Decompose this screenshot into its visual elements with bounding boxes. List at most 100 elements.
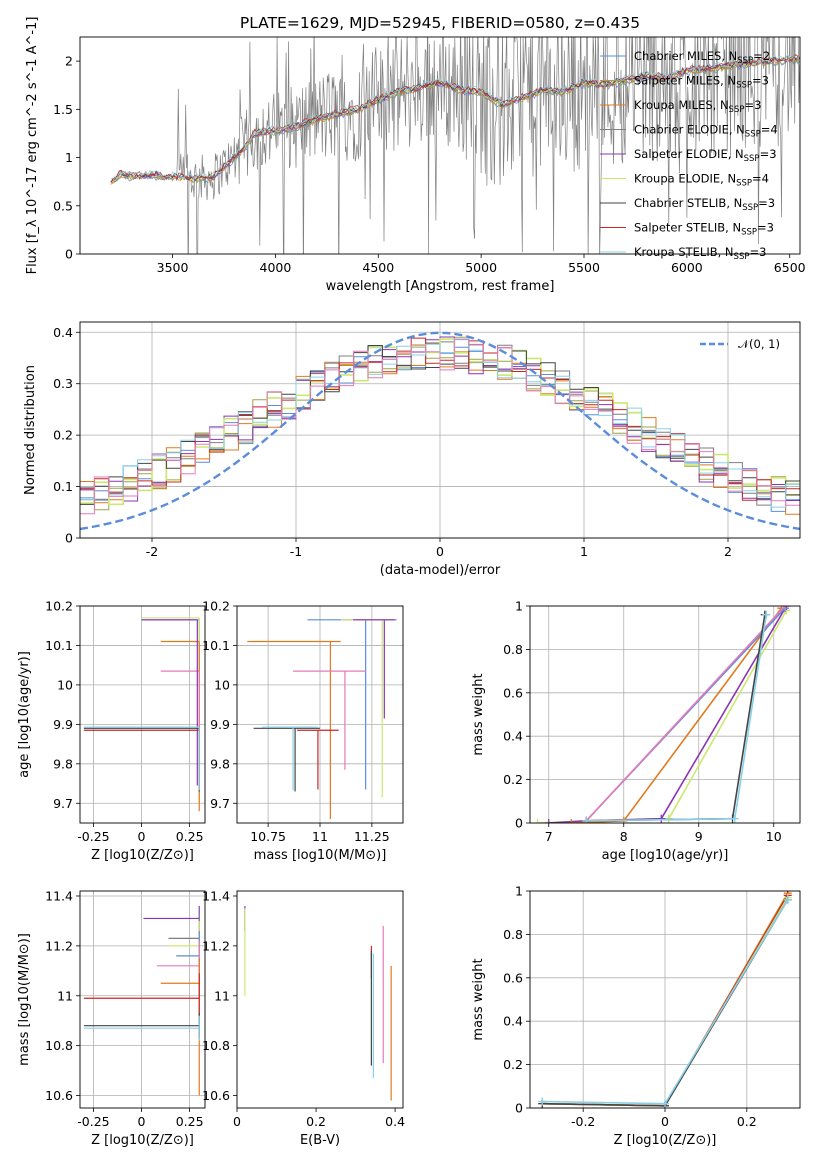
y-tick-label: 0.5 bbox=[53, 198, 73, 213]
legend-label: Chabrier MILES, NSSP=2 bbox=[634, 49, 770, 66]
legend-label-main: Chabrier STELIB, N bbox=[634, 196, 742, 210]
mass-weight-line bbox=[571, 607, 782, 823]
age-vs-metallicity-panel: -0.25 0 0.25 9.7 9.8 9.9 10 10.1 10.2 Z [log10(Z/… bbox=[17, 599, 206, 863]
x-axis-label: age [log10(age/yr)] bbox=[602, 848, 729, 863]
model-spectrum-line bbox=[110, 53, 800, 180]
y-tick-label: 0.8 bbox=[503, 642, 523, 657]
y-axis-label: mass weight bbox=[471, 673, 486, 755]
y-tick-label: 10.8 bbox=[202, 1038, 230, 1053]
x-tick-label: 3500 bbox=[157, 260, 189, 275]
y-tick-label: 0.3 bbox=[53, 376, 73, 391]
mass-vs-ebv-panel: 0 0.2 0.4 10.6 10.8 11 11.2 11.4 E(B-V) bbox=[202, 888, 405, 1148]
x-tick-label: 0.4 bbox=[385, 1114, 405, 1129]
y-tick-label: 9.7 bbox=[210, 796, 230, 811]
x-axis-label: E(B-V) bbox=[300, 1133, 340, 1148]
y-tick-label: 0.6 bbox=[503, 970, 523, 985]
y-tick-label: 9.9 bbox=[53, 717, 73, 732]
x-tick-label: -0.25 bbox=[77, 829, 109, 844]
mass-weight-marker bbox=[661, 1099, 669, 1108]
y-tick-label: 10.1 bbox=[202, 638, 230, 653]
y-tick-label: 11 bbox=[57, 988, 73, 1003]
legend-label-main: Salpeter STELIB, N bbox=[634, 221, 741, 235]
y-tick-label: 1.5 bbox=[53, 102, 73, 117]
axes-frame bbox=[236, 605, 404, 824]
y-tick-label: 0 bbox=[65, 531, 73, 546]
x-tick-label: 5500 bbox=[568, 260, 600, 275]
legend-label-sub: SSP bbox=[745, 130, 761, 140]
y-axis-label: mass [log10(M/M⊙)] bbox=[17, 933, 32, 1066]
y-tick-label: 11.4 bbox=[45, 888, 73, 903]
x-axis-label: wavelength [Angstrom, rest frame] bbox=[326, 279, 555, 294]
y-tick-label: 11.4 bbox=[202, 888, 230, 903]
y-tick-label: 0.2 bbox=[53, 428, 73, 443]
y-tick-label: 9.8 bbox=[210, 756, 230, 771]
legend-label-tail: =2 bbox=[753, 49, 770, 63]
legend-label: Salpeter STELIB, NSSP=3 bbox=[634, 221, 774, 238]
mass-weight-line bbox=[586, 614, 766, 822]
x-axis-label: Z [log10(Z/Z⊙)] bbox=[614, 1133, 717, 1148]
mass-weight-marker bbox=[781, 606, 789, 610]
mass-weight-marker bbox=[762, 610, 771, 619]
legend-label-main: Kroupa MILES, N bbox=[634, 98, 729, 112]
y-tick-label: 9.9 bbox=[210, 717, 230, 732]
plot-area bbox=[538, 891, 792, 1108]
x-tick-label: 6500 bbox=[774, 260, 806, 275]
y-tick-label: 0.4 bbox=[53, 325, 73, 340]
legend-label: Chabrier ELODIE, NSSP=4 bbox=[634, 123, 778, 140]
figure-title: PLATE=1629, MJD=52945, FIBERID=0580, z=0… bbox=[240, 14, 640, 32]
legend-label-main: Chabrier ELODIE, N bbox=[634, 123, 745, 137]
y-tick-label: 10.2 bbox=[202, 599, 230, 614]
legend-label-tail: =3 bbox=[752, 74, 769, 88]
mass-weight-line bbox=[586, 614, 768, 822]
y-axis-label: age [log10(age/yr)] bbox=[17, 651, 32, 778]
legend-label-tail: =3 bbox=[757, 221, 774, 235]
residual-histogram-panel: -2 -1 0 1 2 0 0.1 0.2 0.3 0.4 (data-model)/error No… bbox=[23, 321, 801, 578]
x-tick-label: 8 bbox=[620, 829, 628, 844]
y-tick-label: 10 bbox=[214, 677, 230, 692]
y-tick-label: 2 bbox=[65, 54, 73, 69]
residual-histogram-step bbox=[80, 339, 800, 515]
x-tick-label: 0 bbox=[233, 1114, 241, 1129]
axes-frame bbox=[529, 890, 801, 1109]
plot-area bbox=[80, 331, 800, 531]
x-axis-label: Z [log10(Z/Z⊙)] bbox=[91, 848, 194, 863]
x-tick-label: 0 bbox=[436, 544, 444, 559]
legend-label-sub: SSP bbox=[742, 203, 758, 213]
legend-label-tail: =3 bbox=[744, 98, 761, 112]
y-tick-label: 10.1 bbox=[45, 638, 73, 653]
mass-weight-marker bbox=[664, 814, 673, 823]
y-tick-label: 0.4 bbox=[503, 729, 523, 744]
y-tick-label: 1 bbox=[65, 150, 73, 165]
y-axis-label: Normed distribution bbox=[23, 365, 38, 495]
x-tick-label: 7 bbox=[545, 829, 553, 844]
y-tick-label: 0.8 bbox=[503, 927, 523, 942]
mass-weight-vs-age-panel: 7 8 9 10 0 0.2 0.4 0.6 0.8 1 age [log10(age/yr)] ma… bbox=[471, 599, 801, 863]
x-tick-label: 11.25 bbox=[354, 829, 390, 844]
legend-label-main: Kroupa STELIB, N bbox=[634, 245, 734, 259]
x-tick-label: 0.2 bbox=[306, 1114, 326, 1129]
legend-label: Kroupa STELIB, NSSP=3 bbox=[634, 245, 766, 262]
mass-weight-marker bbox=[567, 819, 576, 823]
y-tick-label: 10 bbox=[57, 677, 73, 692]
x-tick-label: 0 bbox=[661, 1114, 669, 1129]
y-tick-label: 11.2 bbox=[202, 938, 230, 953]
legend-label-main: Salpeter MILES, N bbox=[634, 74, 736, 88]
legend-label-sub: SSP bbox=[736, 179, 752, 189]
x-tick-label: 5000 bbox=[465, 260, 497, 275]
axes-frame bbox=[529, 605, 801, 824]
mass-weight-marker bbox=[657, 814, 666, 823]
mass-weight-marker bbox=[783, 895, 792, 904]
y-tick-label: 10.8 bbox=[45, 1038, 73, 1053]
y-tick-label: 0.2 bbox=[503, 1057, 523, 1072]
x-tick-label: 0.25 bbox=[176, 1114, 204, 1129]
x-tick-label: 0 bbox=[138, 829, 146, 844]
x-tick-label: 10 bbox=[766, 829, 782, 844]
legend-label-main: Salpeter ELODIE, N bbox=[634, 147, 744, 161]
x-tick-label: -0.2 bbox=[571, 1114, 595, 1129]
model-spectrum-line bbox=[110, 57, 800, 183]
mass-weight-line bbox=[585, 606, 786, 822]
plot-area bbox=[533, 606, 791, 823]
y-tick-label: 9.8 bbox=[53, 756, 73, 771]
mass-vs-metallicity-panel: -0.25 0 0.25 10.6 10.8 11 11.2 11.4 Z [log10(Z/Z… bbox=[17, 888, 206, 1148]
legend-label-main: Chabrier MILES, N bbox=[634, 49, 737, 63]
